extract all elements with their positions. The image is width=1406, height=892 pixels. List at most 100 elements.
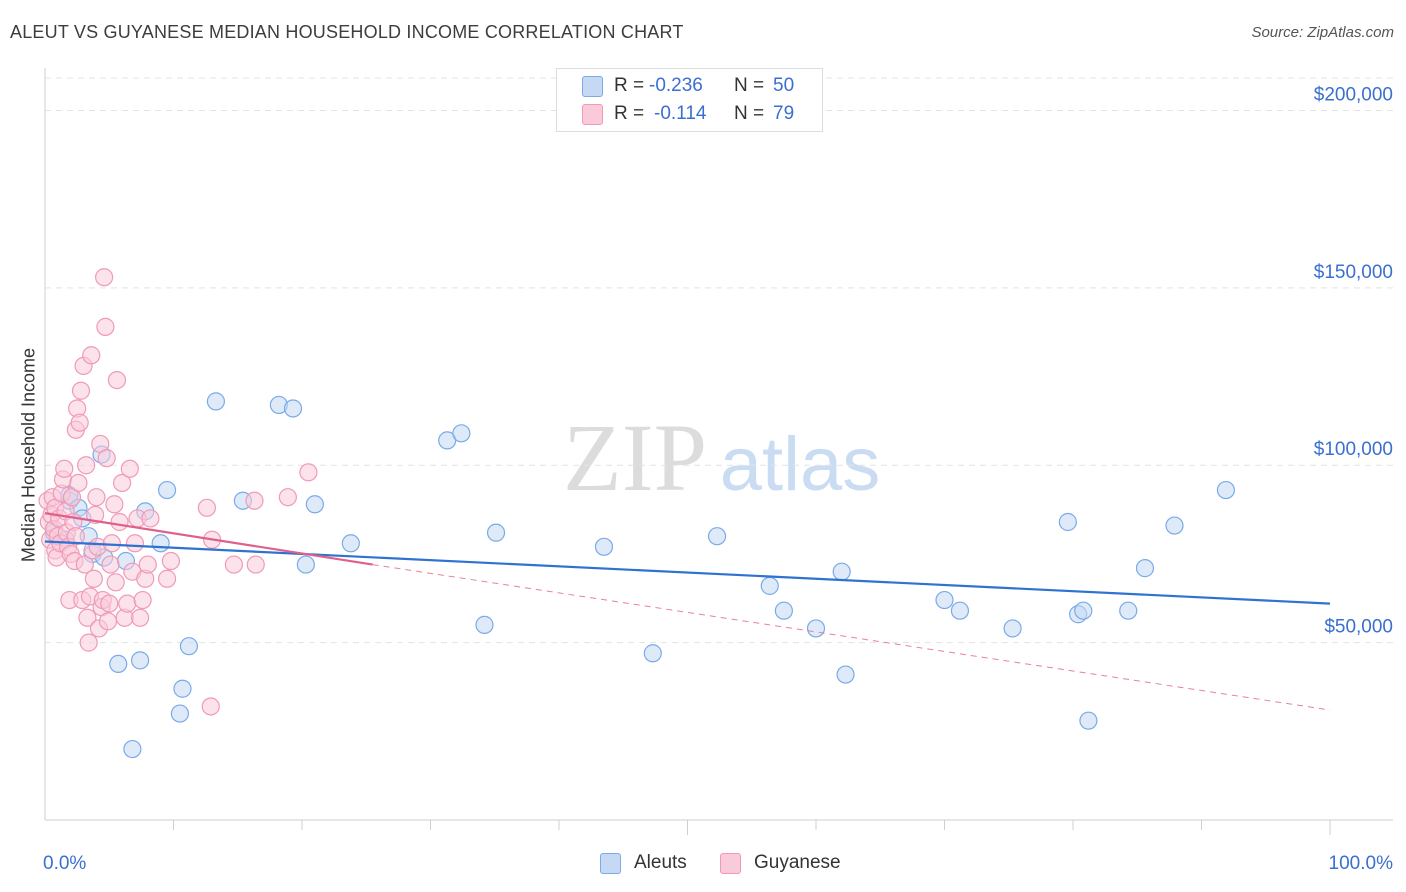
aleut-point bbox=[774, 601, 793, 620]
stats-row-guyanese: R = -0.114 N = 79 bbox=[557, 101, 822, 127]
aleut-point bbox=[296, 555, 315, 574]
aleut-point bbox=[206, 392, 226, 411]
stats-box: R = -0.236 N = 50 R = -0.114 N = 79 bbox=[556, 68, 823, 132]
guyanese-point bbox=[75, 555, 94, 574]
watermark-zip: ZIP bbox=[563, 404, 707, 511]
guyanese-point bbox=[97, 449, 116, 468]
aleut-trend-line bbox=[44, 540, 1331, 605]
aleut-point bbox=[806, 619, 826, 638]
guyanese-point bbox=[66, 527, 85, 546]
aleut-point bbox=[109, 654, 128, 674]
guyanese-point bbox=[107, 370, 127, 390]
stats-r-label: R = bbox=[614, 75, 645, 96]
chart-title: ALEUT VS GUYANESE MEDIAN HOUSEHOLD INCOM… bbox=[10, 22, 684, 42]
aleut-point bbox=[475, 615, 494, 634]
guyanese-point bbox=[105, 495, 124, 514]
guyanese-point bbox=[278, 488, 297, 507]
guyanese-point bbox=[98, 612, 118, 631]
guyanese-point bbox=[161, 551, 181, 571]
guyanese-point bbox=[224, 555, 243, 574]
stats-n-label: N = bbox=[734, 75, 765, 96]
legend-item-guyanese[interactable]: Guyanese bbox=[720, 852, 841, 874]
aleut-point bbox=[1135, 559, 1155, 578]
guyanese-point bbox=[96, 317, 115, 336]
aleut-point bbox=[170, 704, 190, 723]
aleut-point bbox=[707, 527, 727, 546]
aleut-point bbox=[832, 562, 851, 581]
aleut-point bbox=[836, 665, 855, 684]
aleut-point bbox=[1119, 601, 1138, 620]
guyanese-point bbox=[84, 569, 103, 588]
legend-swatch-guyanese bbox=[720, 852, 741, 874]
aleut-point bbox=[179, 637, 199, 656]
aleut-point bbox=[935, 590, 954, 610]
guyanese-point bbox=[101, 555, 120, 574]
stats-n-value: 50 bbox=[773, 75, 795, 96]
guyanese-point bbox=[55, 459, 74, 478]
aleut-point bbox=[1074, 601, 1093, 620]
aleut-point bbox=[643, 644, 662, 663]
guyanese-point bbox=[118, 594, 137, 613]
stats-swatch-guyanese bbox=[582, 103, 603, 125]
guyanese-point bbox=[130, 608, 150, 627]
guyanese-point bbox=[197, 498, 217, 517]
guyanese-point bbox=[110, 512, 129, 532]
aleut-point bbox=[486, 523, 506, 542]
stats-swatch-aleuts bbox=[582, 75, 603, 97]
stats-r-value: -0.114 bbox=[654, 103, 707, 124]
aleut-point bbox=[594, 537, 614, 556]
guyanese-point bbox=[245, 491, 264, 510]
guyanese-point bbox=[201, 697, 220, 716]
aleut-point bbox=[341, 534, 360, 553]
guyanese-point bbox=[69, 473, 88, 493]
guyanese-point bbox=[102, 534, 121, 553]
guyanese-point bbox=[106, 573, 125, 592]
aleut-point bbox=[1079, 711, 1098, 730]
guyanese-point bbox=[112, 473, 132, 493]
aleut-point bbox=[130, 651, 150, 670]
aleut-point bbox=[173, 679, 192, 698]
aleut-point bbox=[283, 399, 303, 418]
aleut-point bbox=[157, 480, 177, 500]
legend-item-aleuts[interactable]: Aleuts bbox=[600, 852, 687, 874]
legend-swatch-aleuts bbox=[600, 852, 621, 874]
stats-r-value: -0.236 bbox=[649, 75, 703, 96]
guyanese-point bbox=[120, 459, 139, 478]
guyanese-point bbox=[125, 534, 145, 553]
watermark-atlas: atlas bbox=[720, 422, 881, 507]
guyanese-point bbox=[141, 509, 160, 528]
aleut-point bbox=[1165, 516, 1184, 535]
aleut-point bbox=[1058, 512, 1077, 532]
guyanese-point bbox=[70, 413, 89, 432]
aleut-point bbox=[1003, 619, 1022, 638]
guyanese-point bbox=[95, 268, 114, 287]
stats-row-aleuts: R = -0.236 N = 50 bbox=[557, 73, 822, 99]
y-tick-label: $200,000 bbox=[1314, 84, 1393, 105]
aleut-point bbox=[1216, 480, 1236, 500]
guyanese-point bbox=[71, 381, 91, 400]
x-tick-label-left: 0.0% bbox=[43, 853, 86, 874]
guyanese-point bbox=[82, 346, 101, 365]
x-tick-label-right: 100.0% bbox=[1329, 853, 1394, 874]
aleut-point bbox=[305, 495, 324, 514]
guyanese-point bbox=[78, 608, 97, 627]
guyanese-point bbox=[79, 633, 98, 652]
legend-label-guyanese: Guyanese bbox=[754, 852, 841, 873]
legend-label-aleuts: Aleuts bbox=[634, 852, 687, 873]
aleut-point bbox=[760, 576, 779, 595]
guyanese-trend-line bbox=[44, 512, 373, 566]
source-label: Source: ZipAtlas.com bbox=[1251, 24, 1394, 41]
guyanese-point bbox=[246, 555, 265, 574]
aleut-point bbox=[151, 534, 170, 553]
stats-n-value: 79 bbox=[773, 103, 795, 124]
guyanese-point bbox=[86, 505, 105, 525]
aleut-point bbox=[950, 601, 970, 620]
y-tick-label: $50,000 bbox=[1324, 617, 1393, 638]
y-tick-label: $100,000 bbox=[1314, 439, 1393, 460]
guyanese-point bbox=[299, 463, 318, 482]
aleut-point bbox=[123, 739, 142, 759]
aleut-point bbox=[452, 424, 471, 443]
guyanese-point bbox=[138, 555, 157, 574]
guyanese-point bbox=[157, 569, 177, 588]
